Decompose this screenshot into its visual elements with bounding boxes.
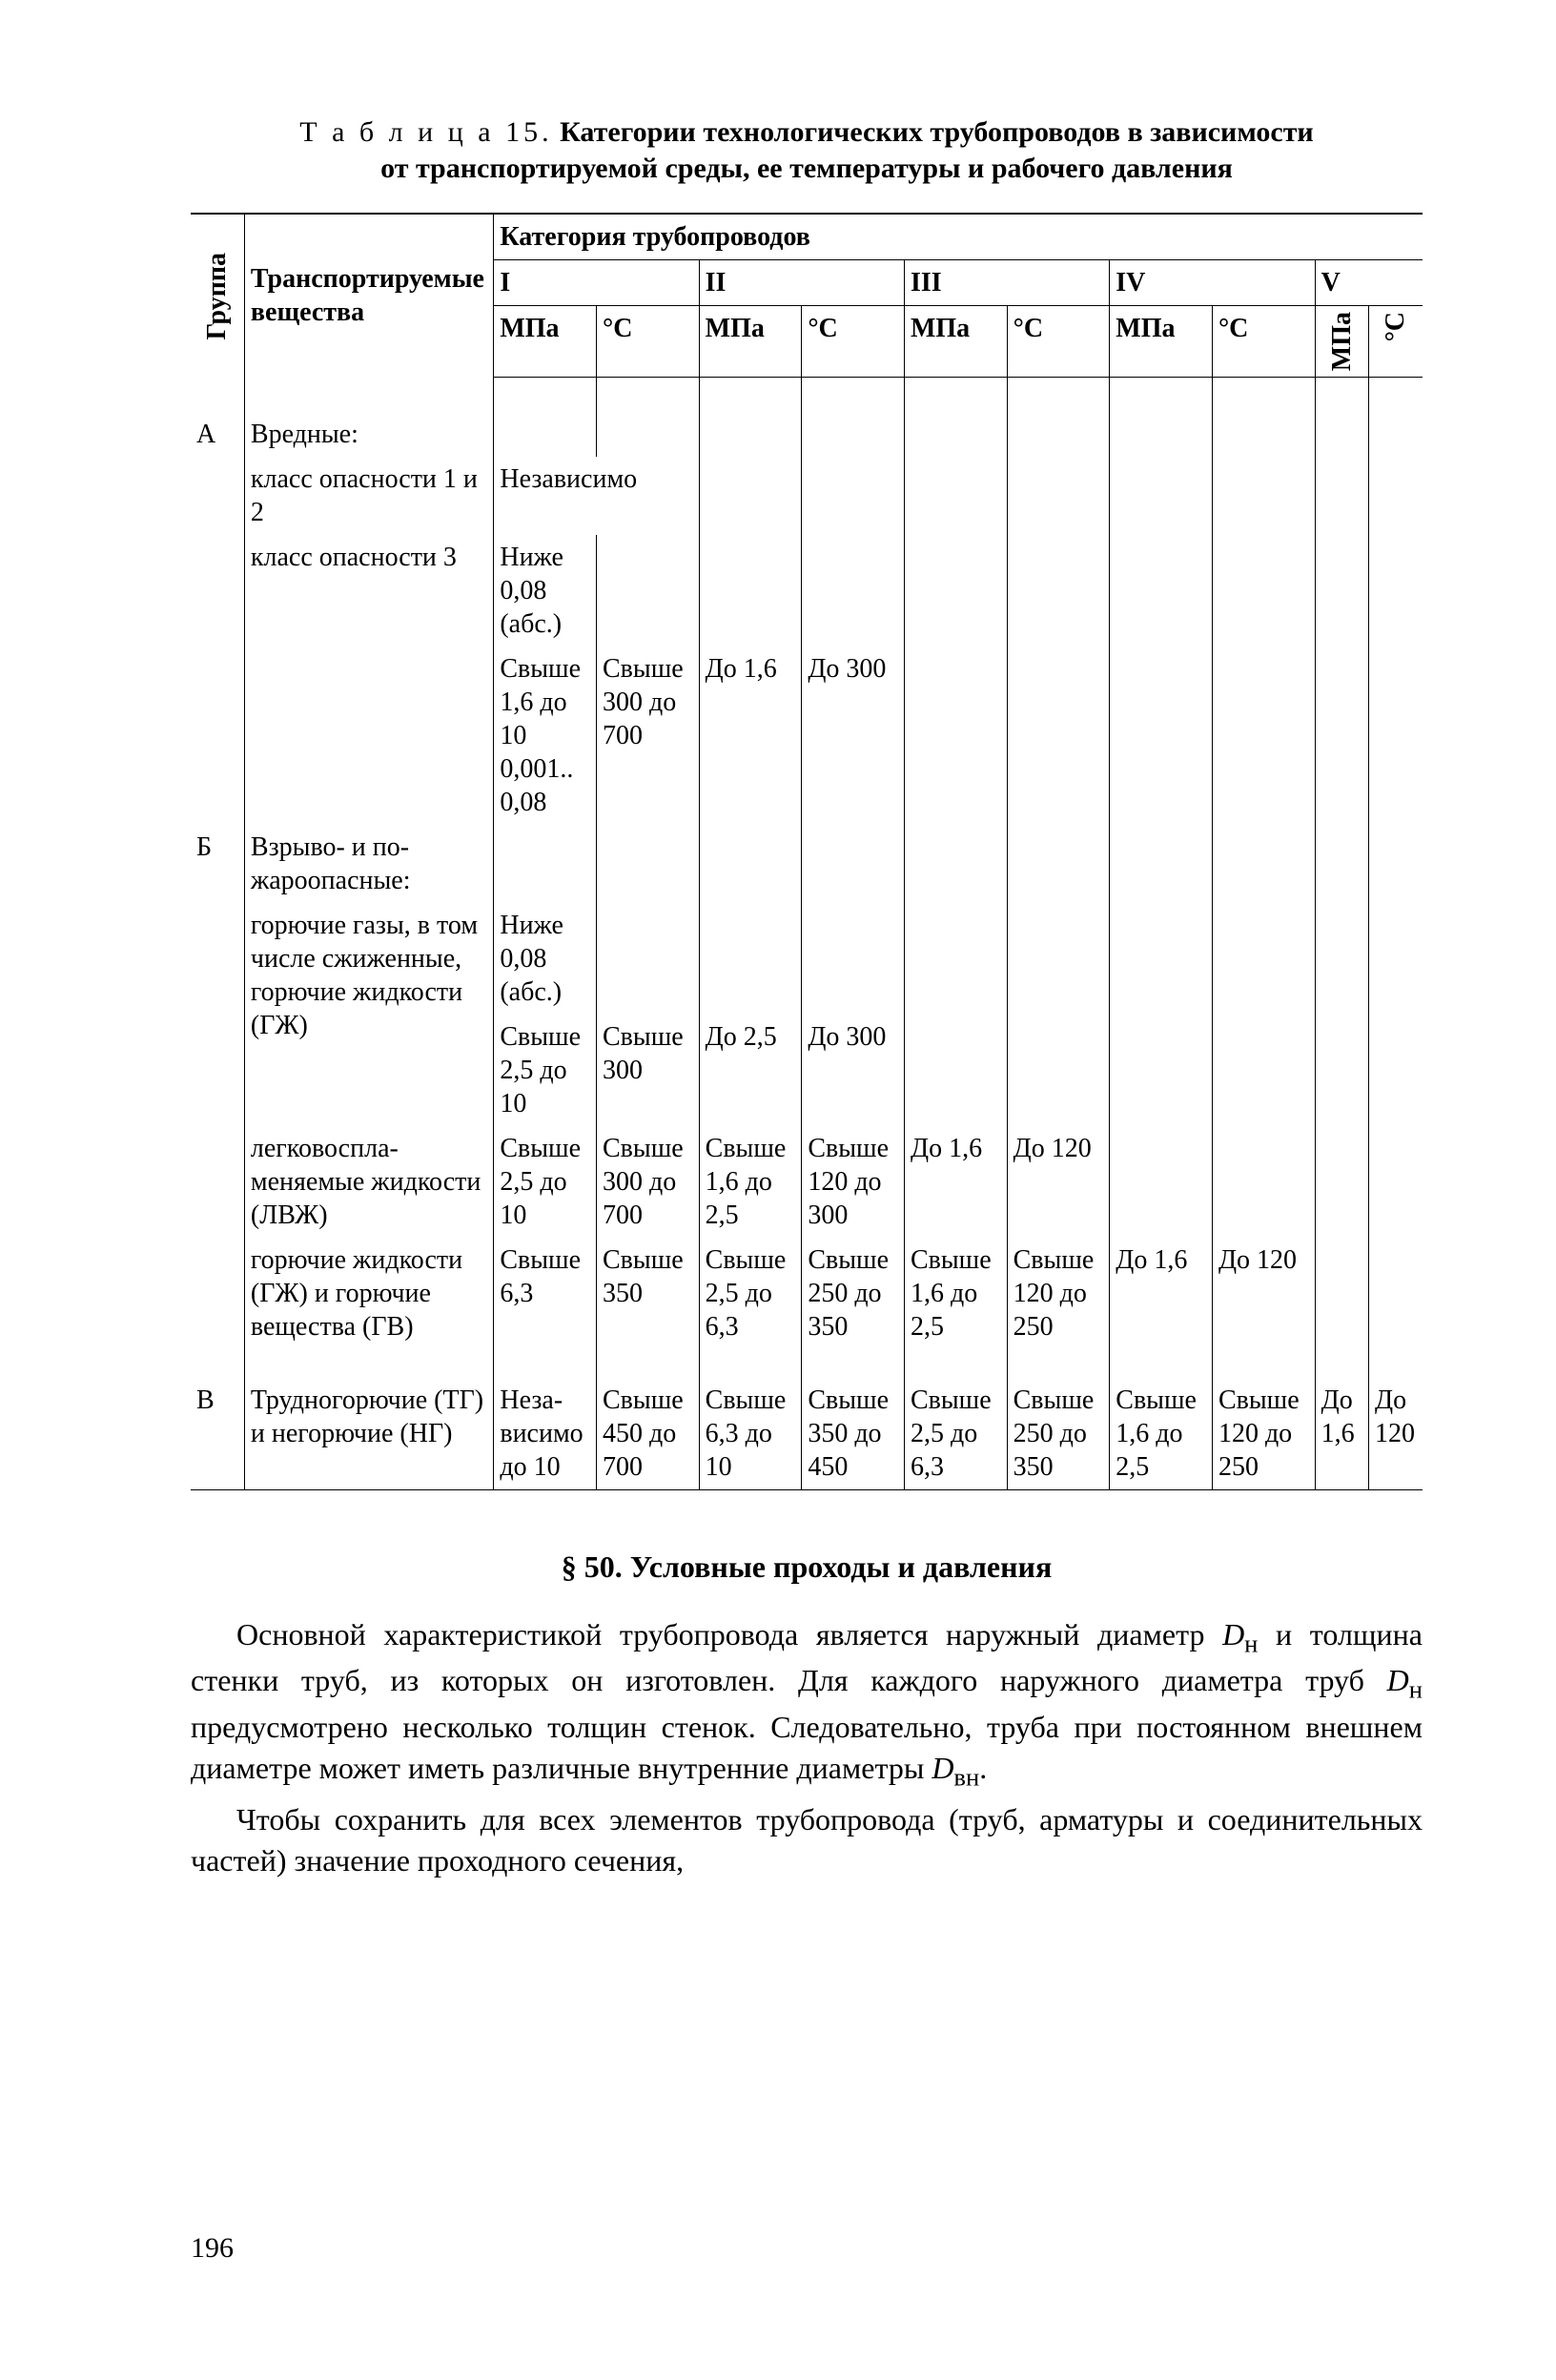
cell-V-II-deg: Свы­ше 350 до 450: [802, 1378, 905, 1490]
table-caption: Т а б л и ц а 15. Категории технологичес…: [191, 114, 1423, 186]
header-mpa-4: МПа: [1110, 306, 1213, 378]
cell-V-IV-mpa: Свы­ше 1,6 до 2,5: [1110, 1378, 1213, 1490]
cell-B-r3-IV-mpa: До 1,6: [1110, 1238, 1213, 1349]
header-deg-5: °C: [1368, 306, 1423, 378]
cell-B-r2-III-deg: До 120: [1007, 1126, 1110, 1238]
cell-B-r1-label: горючие газы, в том числе сжиженные, го­…: [244, 903, 493, 1126]
p1-dvn: D: [932, 1751, 953, 1785]
header-deg-4: °C: [1212, 306, 1315, 378]
cell-B-r2-I-deg: Свы­ше 300 до 700: [597, 1126, 700, 1238]
cell-A3b-I-deg: Свы­ше 300 до 700: [597, 646, 700, 825]
header-mpa-3: МПа: [904, 306, 1007, 378]
cell-A3b-I-mpa: Свы­ше 1,6 до 10 0,001.. 0,08: [494, 646, 597, 825]
cell-A3b-II-deg: До 300: [802, 646, 905, 825]
cell-B-r3-I-deg: Свы­ше 350: [597, 1238, 700, 1349]
cell-A-title: Вредные:: [244, 412, 493, 457]
p1-dn: D: [1222, 1617, 1244, 1652]
page-number: 196: [191, 2230, 234, 2267]
cell-A-class12-label: класс опасно­сти 1 и 2: [244, 457, 493, 535]
cell-V-III-mpa: Свы­ше 2,5 до 6,3: [904, 1378, 1007, 1490]
caption-line2: от транспортируемой среды, ее температур…: [191, 151, 1423, 187]
header-deg-3: °C: [1007, 306, 1110, 378]
caption-line1: Категории технологических трубопроводов …: [560, 116, 1314, 148]
header-cat-2: II: [699, 260, 904, 306]
p1-dn-sub: н: [1244, 1629, 1258, 1657]
cell-A3b-II-mpa: До 1,6: [699, 646, 802, 825]
cell-B-r2-III-mpa: До 1,6: [904, 1126, 1007, 1238]
header-substances: Транспортируе­мые вещества: [244, 214, 493, 378]
cell-V-II-mpa: Свы­ше 6,3 до 10: [699, 1378, 802, 1490]
header-cat-5: V: [1315, 260, 1423, 306]
cell-B-r1b-I-deg: Свы­ше 300: [597, 1015, 700, 1126]
cell-A-class3-I-mpa: Ниже 0,08 (абс.): [494, 535, 597, 646]
body-text: Основной характеристикой трубопровода яв…: [191, 1614, 1423, 1882]
cell-B-r2-II-mpa: Свы­ше 1,6 до 2,5: [699, 1126, 802, 1238]
cell-B-r1b-II-deg: До 300: [802, 1015, 905, 1126]
cell-B-r3-IV-deg: До 120: [1212, 1238, 1315, 1349]
cell-A-class3-label: класс опасно­сти 3: [244, 535, 493, 646]
row-A-class3b: Свы­ше 1,6 до 10 0,001.. 0,08 Свы­ше 300…: [191, 646, 1423, 825]
cell-A-class12-I: Независимо: [494, 457, 699, 535]
cell-group-V: В: [191, 1378, 244, 1490]
row-B-r1: горючие газы, в том числе сжиженные, го­…: [191, 903, 1423, 1015]
section-title: § 50. Условные проходы и давления: [191, 1548, 1423, 1586]
p1-dn2-sub: н: [1409, 1675, 1423, 1704]
header-deg-1: °C: [597, 306, 700, 378]
cell-B-r3-III-mpa: Свы­ше 1,6 до 2,5: [904, 1238, 1007, 1349]
cell-V-I-mpa: Неза­виси­мо до 10: [494, 1378, 597, 1490]
p1-dvn-sub: вн: [953, 1762, 979, 1791]
page: Т а б л и ц а 15. Категории технологичес…: [0, 0, 1556, 2380]
cell-B-r3-II-mpa: Свы­ше 2,5 до 6,3: [699, 1238, 802, 1349]
paragraph-1: Основной характеристикой трубопровода яв…: [191, 1614, 1423, 1794]
header-group: Группа: [191, 214, 244, 378]
cell-B-r2-II-deg: Свы­ше 120 до 300: [802, 1126, 905, 1238]
header-cat-4: IV: [1110, 260, 1315, 306]
cell-V-I-deg: Свы­ше 450 до 700: [597, 1378, 700, 1490]
header-mpa-5: МПа: [1315, 306, 1368, 378]
p1-a: Основной характеристикой трубопровода яв…: [236, 1617, 1222, 1652]
header-cat-1: I: [494, 260, 699, 306]
header-deg-2: °C: [802, 306, 905, 378]
cell-B-r1b-II-mpa: До 2,5: [699, 1015, 802, 1126]
row-B-r3: горючие жид­кости (ГЖ) и горючие веще­ст…: [191, 1238, 1423, 1349]
header-categories-top: Категория трубопроводов: [494, 214, 1423, 260]
p1-dn2: D: [1387, 1663, 1409, 1697]
row-A-class3: класс опасно­сти 3 Ниже 0,08 (абс.): [191, 535, 1423, 646]
cell-group-A: А: [191, 412, 244, 457]
cell-B-r2-I-mpa: Свы­ше 2,5 до 10: [494, 1126, 597, 1238]
caption-prefix: Т а б л и ц а 15.: [299, 116, 552, 148]
cell-V-III-deg: Свы­ше 250 до 350: [1007, 1378, 1110, 1490]
paragraph-2: Чтобы сохранить для всех элементов трубо…: [191, 1799, 1423, 1881]
cell-B-r3-II-deg: Свы­ше 250 до 350: [802, 1238, 905, 1349]
cell-B-r3-III-deg: Свы­ше 120 до 250: [1007, 1238, 1110, 1349]
cell-V-V-deg: До 120: [1368, 1378, 1423, 1490]
row-B-r2: легковоспла­меняемые жид­кости (ЛВЖ) Свы…: [191, 1126, 1423, 1238]
cell-V-label: Трудногорю­чие (ТГ) и не­горючие (НГ): [244, 1378, 493, 1490]
p1-c: предусмотрено несколько толщин стенок. С…: [191, 1710, 1423, 1785]
cell-B-r1-I-mpa: Ниже 0,08 (абс.): [494, 903, 597, 1015]
cell-V-V-mpa: До 1,6: [1315, 1378, 1368, 1490]
header-mpa-1: МПа: [494, 306, 597, 378]
p1-end: .: [979, 1751, 987, 1785]
categories-table: Группа Транспортируе­мые вещества Катего…: [191, 213, 1423, 1490]
cell-V-IV-deg: Свы­ше 120 до 250: [1212, 1378, 1315, 1490]
header-cat-3: III: [904, 260, 1109, 306]
cell-group-B: Б: [191, 825, 244, 903]
row-A-title: А Вредные:: [191, 412, 1423, 457]
row-A-class12: класс опасно­сти 1 и 2 Независимо: [191, 457, 1423, 535]
cell-B-r3-I-mpa: Свы­ше 6,3: [494, 1238, 597, 1349]
cell-B-r3-label: горючие жид­кости (ГЖ) и горючие веще­ст…: [244, 1238, 493, 1349]
row-B-title: Б Взрыво- и по­жароопасные:: [191, 825, 1423, 903]
cell-B-r1b-I-mpa: Свы­ше 2,5 до 10: [494, 1015, 597, 1126]
header-mpa-2: МПа: [699, 306, 802, 378]
cell-B-title: Взрыво- и по­жароопасные:: [244, 825, 493, 903]
cell-B-r2-label: легковоспла­меняемые жид­кости (ЛВЖ): [244, 1126, 493, 1238]
row-V: В Трудногорю­чие (ТГ) и не­горючие (НГ) …: [191, 1378, 1423, 1490]
